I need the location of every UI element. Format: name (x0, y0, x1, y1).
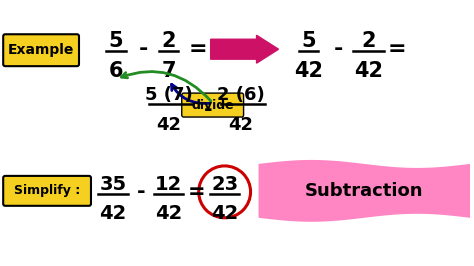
Text: 42: 42 (155, 204, 182, 223)
Text: -: - (334, 39, 343, 59)
Text: 12: 12 (155, 175, 182, 194)
Text: 42: 42 (228, 116, 253, 134)
Text: 42: 42 (354, 61, 383, 81)
Text: 2 (6): 2 (6) (217, 86, 264, 104)
FancyBboxPatch shape (3, 34, 79, 66)
Text: 35: 35 (100, 175, 127, 194)
Text: 23: 23 (211, 175, 238, 194)
Text: 7: 7 (162, 61, 176, 81)
Text: Subtraction: Subtraction (305, 182, 424, 200)
Text: 6: 6 (109, 61, 123, 81)
Text: 2: 2 (361, 31, 375, 51)
Text: 2: 2 (162, 31, 176, 51)
Text: =: = (388, 39, 407, 59)
Text: 42: 42 (99, 204, 127, 223)
Text: Simplify :: Simplify : (14, 184, 80, 197)
Text: -: - (137, 182, 145, 202)
FancyBboxPatch shape (182, 93, 244, 117)
Text: -: - (139, 39, 148, 59)
Text: -: - (204, 100, 213, 120)
Text: 42: 42 (211, 204, 238, 223)
Text: 42: 42 (294, 61, 323, 81)
Text: 5 (7): 5 (7) (145, 86, 192, 104)
Text: 5: 5 (301, 31, 316, 51)
Text: =: = (188, 182, 206, 202)
Text: 42: 42 (156, 116, 181, 134)
FancyBboxPatch shape (3, 176, 91, 206)
PathPatch shape (258, 160, 470, 222)
FancyArrow shape (210, 35, 279, 63)
Text: 5: 5 (109, 31, 123, 51)
Text: divide: divide (191, 99, 234, 111)
Text: =: = (188, 39, 207, 59)
Text: Example: Example (8, 43, 74, 57)
